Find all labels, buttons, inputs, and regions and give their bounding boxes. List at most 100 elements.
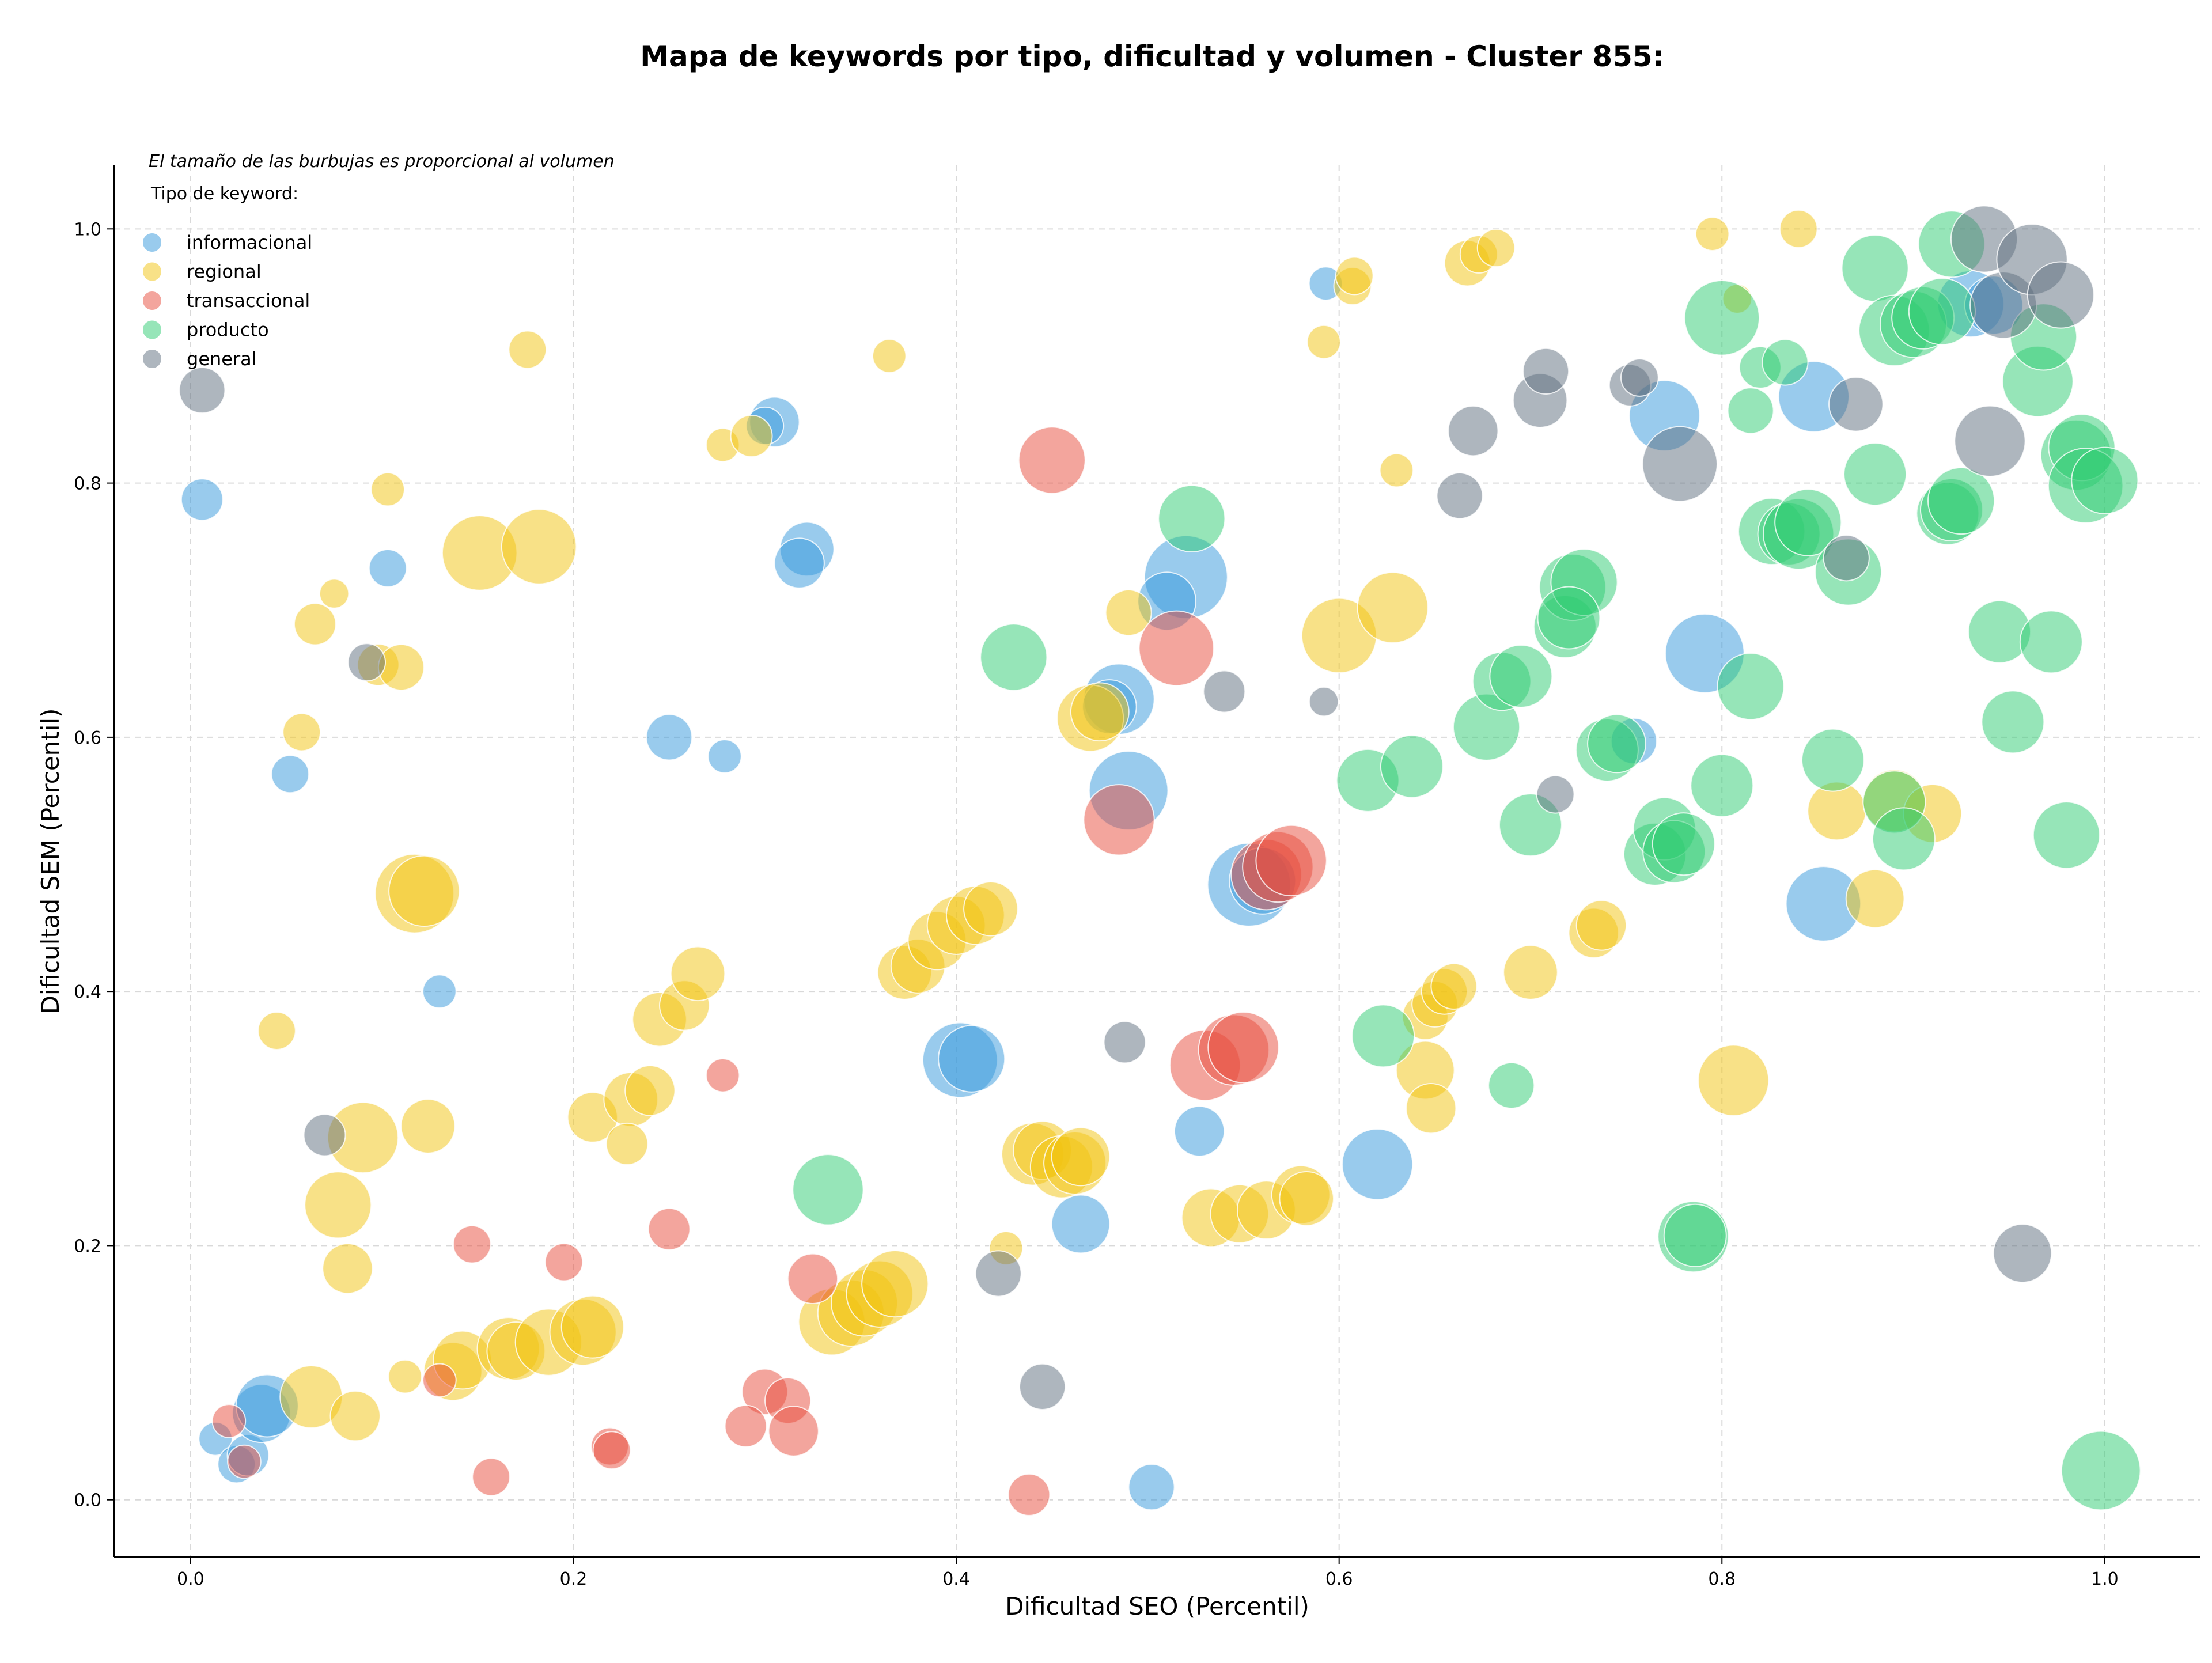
legend-label: general [187, 348, 257, 370]
y-tick-label: 0.8 [74, 474, 101, 494]
legend-item-transaccional: transaccional [142, 290, 310, 312]
bubble-producto [1690, 753, 1754, 817]
bubble-transaccional [452, 1225, 491, 1264]
y-axis-label: Dificultad SEM (Percentil) [36, 709, 65, 1014]
bubble-regional [322, 1242, 373, 1294]
bubble-general [179, 366, 226, 414]
bubble-regional [624, 1065, 676, 1116]
bubble-informacional [646, 714, 693, 761]
x-tick-label: 0.4 [942, 1569, 970, 1589]
bubble-regional [1379, 453, 1414, 488]
bubble-informacional [422, 974, 457, 1009]
bubble-producto [980, 623, 1048, 691]
bubble-general [1103, 1021, 1146, 1064]
bubble-regional [1698, 1044, 1770, 1116]
bubble-regional [1695, 217, 1730, 251]
bubble-informacional [1051, 1194, 1111, 1254]
bubble-producto [1927, 467, 1995, 535]
legend-marker [142, 290, 162, 311]
bubble-general [1203, 670, 1246, 713]
y-tick-label: 0.6 [74, 728, 101, 748]
ticks-layer: 0.0 0.2 0.4 0.6 0.8 1.0 0.0 0.2 0.4 0.6 0.8 1.0 [74, 219, 2118, 1589]
bubble-transaccional [1083, 784, 1155, 856]
bubble-producto [792, 1154, 864, 1226]
bubble-transaccional [592, 1431, 631, 1470]
bubble-transaccional [1255, 824, 1327, 897]
chart-title: Mapa de keywords por tipo, dificultad y … [640, 40, 1664, 73]
bubble-regional [508, 330, 547, 369]
bubble-transaccional [705, 1058, 740, 1093]
bubble-general [1993, 1223, 2052, 1283]
legend-label: informacional [187, 232, 312, 253]
bubble-transaccional [422, 1363, 457, 1398]
bubble-general [303, 1113, 346, 1157]
bubble-regional [329, 1390, 381, 1442]
bubble-transaccional [227, 1444, 262, 1479]
bubble-general [1620, 358, 1659, 397]
x-axis-label: Dificultad SEO (Percentil) [1005, 1592, 1309, 1620]
bubble-general [1823, 535, 1870, 582]
bubble-producto [1908, 278, 1976, 346]
bubble-producto [1587, 714, 1646, 774]
bubble-producto [1158, 484, 1226, 552]
bubble-producto [1663, 1203, 1727, 1267]
bubble-general [1536, 775, 1575, 814]
bubble-informacional [180, 478, 224, 521]
bubble-regional [388, 1359, 422, 1394]
legend: informacional regional transaccional produc… [142, 232, 312, 370]
bubble-regional [370, 472, 405, 507]
bubble-producto [1801, 728, 1865, 792]
bubble-regional [861, 1250, 929, 1318]
bubble-regional [872, 339, 907, 373]
legend-marker [142, 348, 162, 369]
bubble-informacional [1341, 1128, 1414, 1200]
bubble-producto [1537, 586, 1601, 650]
bubble-regional [730, 414, 773, 457]
bubble-regional [1779, 209, 1818, 248]
bubble-producto [1872, 807, 1936, 871]
bubble-regional [293, 603, 336, 646]
bubble-regional [282, 713, 321, 752]
bubble-general [1828, 377, 1884, 432]
bubble-producto [1351, 1004, 1415, 1068]
bubble-informacional [368, 549, 407, 588]
bubble-producto [2061, 1430, 2141, 1511]
bubble-producto [1841, 234, 1909, 302]
legend-item-general: general [142, 348, 257, 370]
bubble-regional [1575, 900, 1627, 951]
bubble-regional [605, 1122, 649, 1165]
bubble-regional [400, 1098, 456, 1154]
legend-label: transaccional [187, 290, 310, 312]
bubble-general [1642, 426, 1718, 502]
legend-label: regional [187, 261, 262, 283]
bubble-transaccional [1007, 1473, 1051, 1516]
bubble-regional [1476, 229, 1516, 267]
y-tick-label: 0.4 [74, 982, 101, 1002]
bubble-regional [560, 1295, 624, 1359]
bubble-regional [319, 578, 350, 609]
legend-item-regional: regional [142, 261, 262, 283]
bubble-regional [1357, 571, 1429, 644]
x-tick-label: 0.0 [177, 1569, 204, 1589]
bubble-regional [963, 881, 1018, 937]
bubble-regional [1306, 324, 1341, 359]
y-tick-label: 0.0 [74, 1491, 101, 1511]
bubble-producto [1981, 690, 2045, 754]
bubble-transaccional [472, 1457, 511, 1497]
bubble-regional [1335, 256, 1374, 296]
bubble-regional [1105, 589, 1152, 637]
bubble-regional [1430, 963, 1478, 1010]
bubble-informacional [707, 739, 742, 774]
legend-item-informacional: informacional [142, 232, 312, 253]
axes-layer [113, 165, 2200, 1558]
bubble-general [1308, 686, 1339, 717]
bubble-informacional [1173, 1105, 1225, 1157]
bubble-regional [1503, 945, 1558, 1000]
legend-title: Tipo de keyword: [150, 184, 298, 204]
bubble-producto [1489, 644, 1553, 708]
bubble-transaccional [768, 1406, 819, 1457]
bubble-transaccional [1018, 426, 1086, 494]
legend-marker [142, 232, 162, 253]
bubble-general [1522, 347, 1570, 395]
